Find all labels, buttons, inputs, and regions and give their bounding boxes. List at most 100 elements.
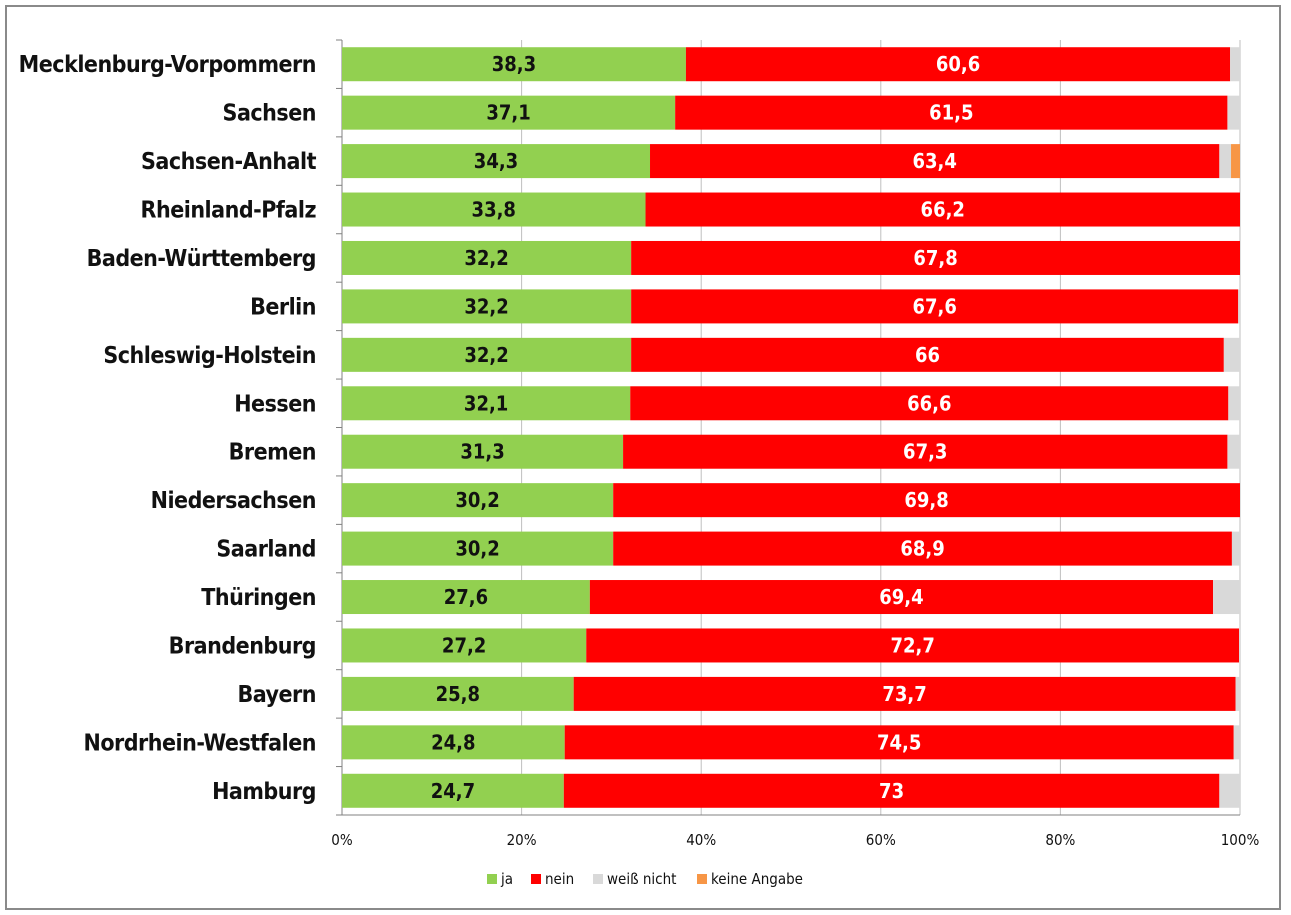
bar-keine-angabe-2 xyxy=(1231,144,1240,179)
data-label-nein-12: 72,7 xyxy=(890,633,934,657)
data-label-ja-3: 33,8 xyxy=(472,198,516,222)
category-label-2: Sachsen-Anhalt xyxy=(141,149,317,175)
data-label-ja-9: 30,2 xyxy=(455,488,499,512)
bar-ja-11 xyxy=(342,580,590,615)
category-label-13: Bayern xyxy=(238,682,317,708)
category-label-9: Niedersachsen xyxy=(151,488,316,514)
category-label-15: Hamburg xyxy=(212,779,316,805)
bar-weiß-nicht-5 xyxy=(1238,289,1240,324)
data-labels: 38,3 60,6 37,1 61,5 34,3 63,4 33,8 66,2 32,2 67,8… xyxy=(431,52,981,803)
data-label-nein-7: 66,6 xyxy=(907,391,951,415)
category-label-10: Saarland xyxy=(216,537,316,563)
data-label-nein-0: 60,6 xyxy=(936,52,980,76)
bars xyxy=(342,47,1240,808)
category-label-12: Brandenburg xyxy=(169,633,316,659)
data-label-nein-1: 61,5 xyxy=(929,101,973,125)
data-label-ja-10: 30,2 xyxy=(455,537,499,561)
data-label-nein-5: 67,6 xyxy=(912,294,956,318)
bar-ja-15 xyxy=(342,773,564,808)
bar-ja-6 xyxy=(342,337,632,372)
data-label-ja-12: 27,2 xyxy=(442,633,486,657)
bar-nein-12 xyxy=(586,628,1240,663)
data-label-ja-7: 32,1 xyxy=(464,391,508,415)
bar-ja-8 xyxy=(342,434,624,469)
legend-label-3: keine Angabe xyxy=(711,870,803,888)
category-label-6: Schleswig-Holstein xyxy=(103,343,316,369)
bar-nein-5 xyxy=(631,289,1239,324)
bar-ja-1 xyxy=(342,95,676,130)
bar-weiß-nicht-10 xyxy=(1231,531,1240,566)
data-label-nein-9: 69,8 xyxy=(904,488,948,512)
bar-ja-2 xyxy=(342,144,651,179)
data-label-nein-13: 73,7 xyxy=(882,682,926,706)
legend-swatch-3 xyxy=(697,874,707,884)
legend-label-2: weiß nicht xyxy=(607,870,676,888)
bar-nein-3 xyxy=(645,192,1240,227)
x-tick-label-5: 100% xyxy=(1221,831,1260,849)
bar-ja-4 xyxy=(342,240,632,275)
data-label-nein-2: 63,4 xyxy=(912,149,956,173)
category-label-1: Sachsen xyxy=(223,101,316,127)
category-label-5: Berlin xyxy=(250,294,316,320)
bar-nein-0 xyxy=(685,47,1231,82)
data-label-ja-11: 27,6 xyxy=(444,585,488,609)
bar-ja-7 xyxy=(342,386,631,421)
bar-nein-14 xyxy=(564,725,1234,760)
legend-swatch-0 xyxy=(487,874,497,884)
legend-label-0: ja xyxy=(500,870,513,888)
category-label-7: Hessen xyxy=(234,391,316,417)
bar-nein-11 xyxy=(589,580,1214,615)
bar-weiß-nicht-7 xyxy=(1228,386,1240,421)
bar-nein-4 xyxy=(631,240,1240,275)
data-label-ja-6: 32,2 xyxy=(464,343,508,367)
bar-weiß-nicht-8 xyxy=(1227,434,1240,469)
legend-swatch-1 xyxy=(531,874,541,884)
x-tick-label-3: 60% xyxy=(866,831,896,849)
x-tick-label-1: 20% xyxy=(507,831,537,849)
category-label-11: Thüringen xyxy=(201,585,316,611)
bar-ja-5 xyxy=(342,289,632,324)
bar-weiß-nicht-1 xyxy=(1227,95,1240,130)
data-label-ja-14: 24,8 xyxy=(431,730,475,754)
bar-nein-1 xyxy=(675,95,1228,130)
bar-weiß-nicht-14 xyxy=(1233,725,1240,760)
category-label-14: Nordrhein-Westfalen xyxy=(84,730,317,756)
bar-nein-6 xyxy=(631,337,1224,372)
category-labels: Mecklenburg-Vorpommern Sachsen Sachsen-Anh… xyxy=(19,52,317,805)
data-label-nein-15: 73 xyxy=(879,779,904,803)
category-label-4: Baden-Württemberg xyxy=(87,246,316,272)
data-label-ja-13: 25,8 xyxy=(436,682,480,706)
data-label-ja-0: 38,3 xyxy=(492,52,536,76)
legend: ja nein weiß nicht keine Angabe xyxy=(487,870,803,888)
data-label-nein-14: 74,5 xyxy=(877,730,921,754)
x-tick-label-4: 80% xyxy=(1045,831,1075,849)
bar-nein-10 xyxy=(613,531,1232,566)
bar-weiß-nicht-12 xyxy=(1239,628,1240,663)
data-label-nein-4: 67,8 xyxy=(913,246,957,270)
data-label-ja-4: 32,2 xyxy=(464,246,508,270)
category-label-0: Mecklenburg-Vorpommern xyxy=(19,52,316,78)
legend-swatch-2 xyxy=(593,874,603,884)
data-label-ja-1: 37,1 xyxy=(486,101,530,125)
x-tick-label-0: 0% xyxy=(331,831,353,849)
data-label-ja-2: 34,3 xyxy=(474,149,518,173)
bar-weiß-nicht-13 xyxy=(1235,676,1240,711)
category-label-8: Bremen xyxy=(229,440,316,466)
data-label-nein-10: 68,9 xyxy=(900,537,944,561)
data-label-ja-5: 32,2 xyxy=(464,294,508,318)
bar-ja-13 xyxy=(342,676,574,711)
bar-weiß-nicht-15 xyxy=(1219,773,1240,808)
bar-ja-9 xyxy=(342,483,614,518)
data-label-ja-15: 24,7 xyxy=(431,779,475,803)
bar-ja-14 xyxy=(342,725,565,760)
bar-ja-12 xyxy=(342,628,587,663)
x-tick-label-2: 40% xyxy=(686,831,716,849)
bar-weiß-nicht-11 xyxy=(1213,580,1240,615)
data-label-nein-11: 69,4 xyxy=(879,585,923,609)
bar-ja-3 xyxy=(342,192,646,227)
data-label-nein-6: 66 xyxy=(915,343,940,367)
bar-ja-0 xyxy=(342,47,686,82)
bar-weiß-nicht-6 xyxy=(1223,337,1240,372)
bar-nein-2 xyxy=(650,144,1220,179)
